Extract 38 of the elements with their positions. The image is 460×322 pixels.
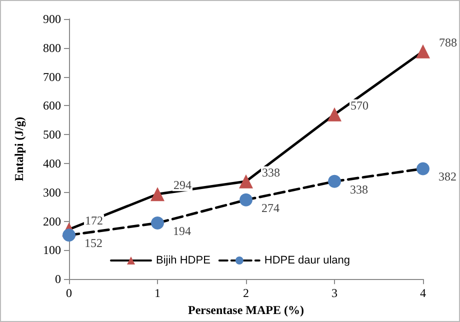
point bbox=[239, 174, 253, 188]
y-tick-label: 100 bbox=[43, 243, 61, 258]
point bbox=[62, 228, 76, 242]
legend-label: Bijih HDPE bbox=[156, 254, 210, 266]
y-axis-title: Entalpi (J/g) bbox=[12, 116, 26, 182]
x-tick-label: 3 bbox=[332, 286, 338, 300]
y-tick-label: 0 bbox=[55, 272, 61, 286]
y-tick-label: 400 bbox=[43, 156, 61, 170]
y-tick-label: 800 bbox=[43, 40, 61, 55]
x-axis-title: Persentase MAPE (%) bbox=[188, 303, 304, 317]
x-tick-label: 0 bbox=[66, 286, 72, 300]
point bbox=[328, 107, 342, 122]
point bbox=[328, 174, 341, 188]
y-tick-label: 700 bbox=[43, 70, 61, 84]
point bbox=[150, 187, 164, 202]
legend-label: HDPE daur ulang bbox=[264, 254, 350, 266]
y-tick-label: 200 bbox=[43, 214, 61, 228]
y-tick-label: 600 bbox=[43, 98, 61, 113]
data-label: 294 bbox=[174, 178, 192, 192]
data-label: 570 bbox=[350, 98, 368, 112]
y-tick-label: 500 bbox=[43, 128, 61, 142]
point bbox=[416, 162, 430, 176]
data-label: 788 bbox=[439, 35, 457, 50]
y-tick-label: 900 bbox=[43, 12, 61, 26]
data-label: 152 bbox=[84, 236, 102, 250]
x-tick-label: 2 bbox=[243, 286, 249, 300]
point bbox=[240, 193, 252, 206]
x-tick-label: 4 bbox=[420, 286, 426, 300]
data-label: 338 bbox=[350, 182, 368, 196]
point bbox=[151, 216, 164, 230]
x-tick-label: 1 bbox=[154, 286, 160, 300]
data-label: 338 bbox=[262, 165, 280, 180]
point bbox=[416, 44, 430, 58]
data-label: 194 bbox=[173, 224, 191, 238]
data-label: 382 bbox=[438, 170, 456, 184]
y-tick-label: 300 bbox=[43, 185, 61, 200]
data-label: 274 bbox=[262, 200, 280, 215]
data-label: 172 bbox=[85, 213, 103, 228]
